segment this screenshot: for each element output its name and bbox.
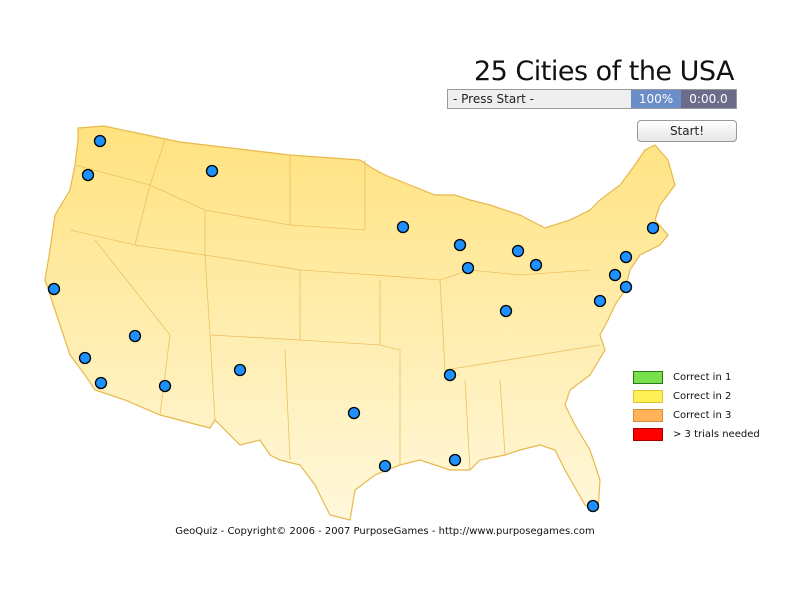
city-dot[interactable] <box>593 294 607 308</box>
city-dot[interactable] <box>93 134 107 148</box>
city-dot[interactable] <box>461 261 475 275</box>
city-dot[interactable] <box>646 221 660 235</box>
city-dot[interactable] <box>378 459 392 473</box>
status-bar: - Press Start - 100% 0:00.0 <box>447 89 737 109</box>
city-dot[interactable] <box>511 244 525 258</box>
quiz-title: 25 Cities of the USA <box>473 56 735 87</box>
legend-swatch <box>633 428 663 441</box>
legend-item: Correct in 1 <box>633 371 731 384</box>
city-dot[interactable] <box>586 499 600 513</box>
city-dot[interactable] <box>448 453 462 467</box>
city-dot[interactable] <box>158 379 172 393</box>
timer: 0:00.0 <box>681 90 736 108</box>
city-dot[interactable] <box>81 168 95 182</box>
legend-label: Correct in 3 <box>673 410 732 421</box>
legend-swatch <box>633 371 663 384</box>
legend-label: Correct in 1 <box>673 372 732 383</box>
legend-swatch <box>633 390 663 403</box>
city-dot[interactable] <box>47 282 61 296</box>
city-dot[interactable] <box>128 329 142 343</box>
city-dot[interactable] <box>619 280 633 294</box>
city-dot[interactable] <box>78 351 92 365</box>
legend-label: > 3 trials needed <box>673 429 760 440</box>
city-dot[interactable] <box>608 268 622 282</box>
city-dot[interactable] <box>453 238 467 252</box>
city-dot[interactable] <box>205 164 219 178</box>
legend-item: Correct in 3 <box>633 409 731 422</box>
status-text: - Press Start - <box>448 90 631 108</box>
state-borders <box>69 139 601 471</box>
legend-swatch <box>633 409 663 422</box>
legend-label: Correct in 2 <box>673 391 732 402</box>
city-dot[interactable] <box>499 304 513 318</box>
city-dot[interactable] <box>347 406 361 420</box>
progress-percent: 100% <box>631 90 681 108</box>
city-dot[interactable] <box>233 363 247 377</box>
usa-outline <box>44 125 676 521</box>
copyright-footer: GeoQuiz - Copyright© 2006 - 2007 Purpose… <box>175 526 595 537</box>
city-dot[interactable] <box>443 368 457 382</box>
legend-item: Correct in 2 <box>633 390 731 403</box>
city-dot[interactable] <box>94 376 108 390</box>
legend-item: > 3 trials needed <box>633 428 760 441</box>
city-dot[interactable] <box>619 250 633 264</box>
city-dot[interactable] <box>529 258 543 272</box>
city-dot[interactable] <box>396 220 410 234</box>
start-button[interactable]: Start! <box>637 120 737 142</box>
